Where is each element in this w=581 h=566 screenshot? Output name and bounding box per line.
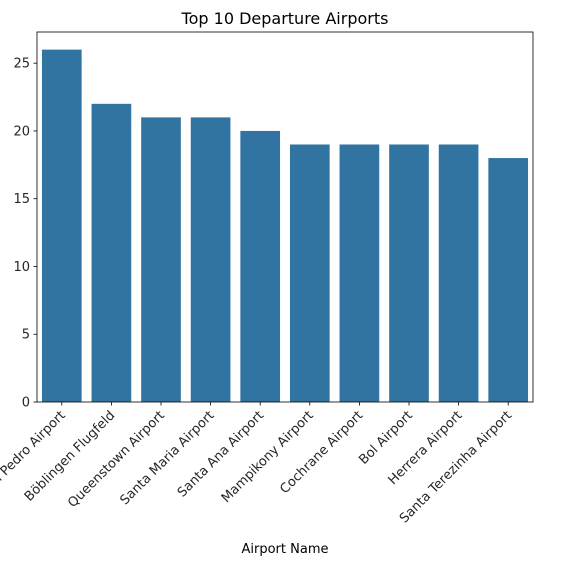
y-tick-label: 15 — [13, 192, 30, 207]
bar — [339, 144, 380, 403]
bar — [488, 158, 529, 402]
y-tick-label: 25 — [13, 57, 30, 72]
bar — [190, 117, 231, 402]
x-tick-label: Mampikony Airport — [219, 408, 317, 506]
y-tick-label: 20 — [13, 124, 30, 139]
bar — [240, 130, 281, 402]
chart-title: Top 10 Departure Airports — [181, 9, 389, 28]
axes-frame — [36, 31, 534, 403]
y-tick-label: 5 — [22, 328, 30, 343]
x-tick-label: Santa Maria Airport — [117, 408, 217, 508]
x-tick-label: Queenstown Airport — [65, 408, 168, 511]
x-tick-label: Santa Ana Airport — [175, 408, 267, 500]
bar — [41, 49, 82, 403]
bar — [438, 144, 479, 403]
y-tick-label: 0 — [22, 396, 30, 411]
x-axis-label: Airport Name — [242, 542, 329, 557]
x-tick-label: Cochrane Airport — [277, 408, 366, 497]
bar — [289, 144, 330, 403]
bar — [389, 144, 429, 403]
bar — [141, 117, 181, 402]
bar — [91, 103, 132, 402]
x-tick-label: Böblingen Flugfeld — [22, 408, 118, 504]
y-tick-label: 10 — [13, 260, 30, 275]
